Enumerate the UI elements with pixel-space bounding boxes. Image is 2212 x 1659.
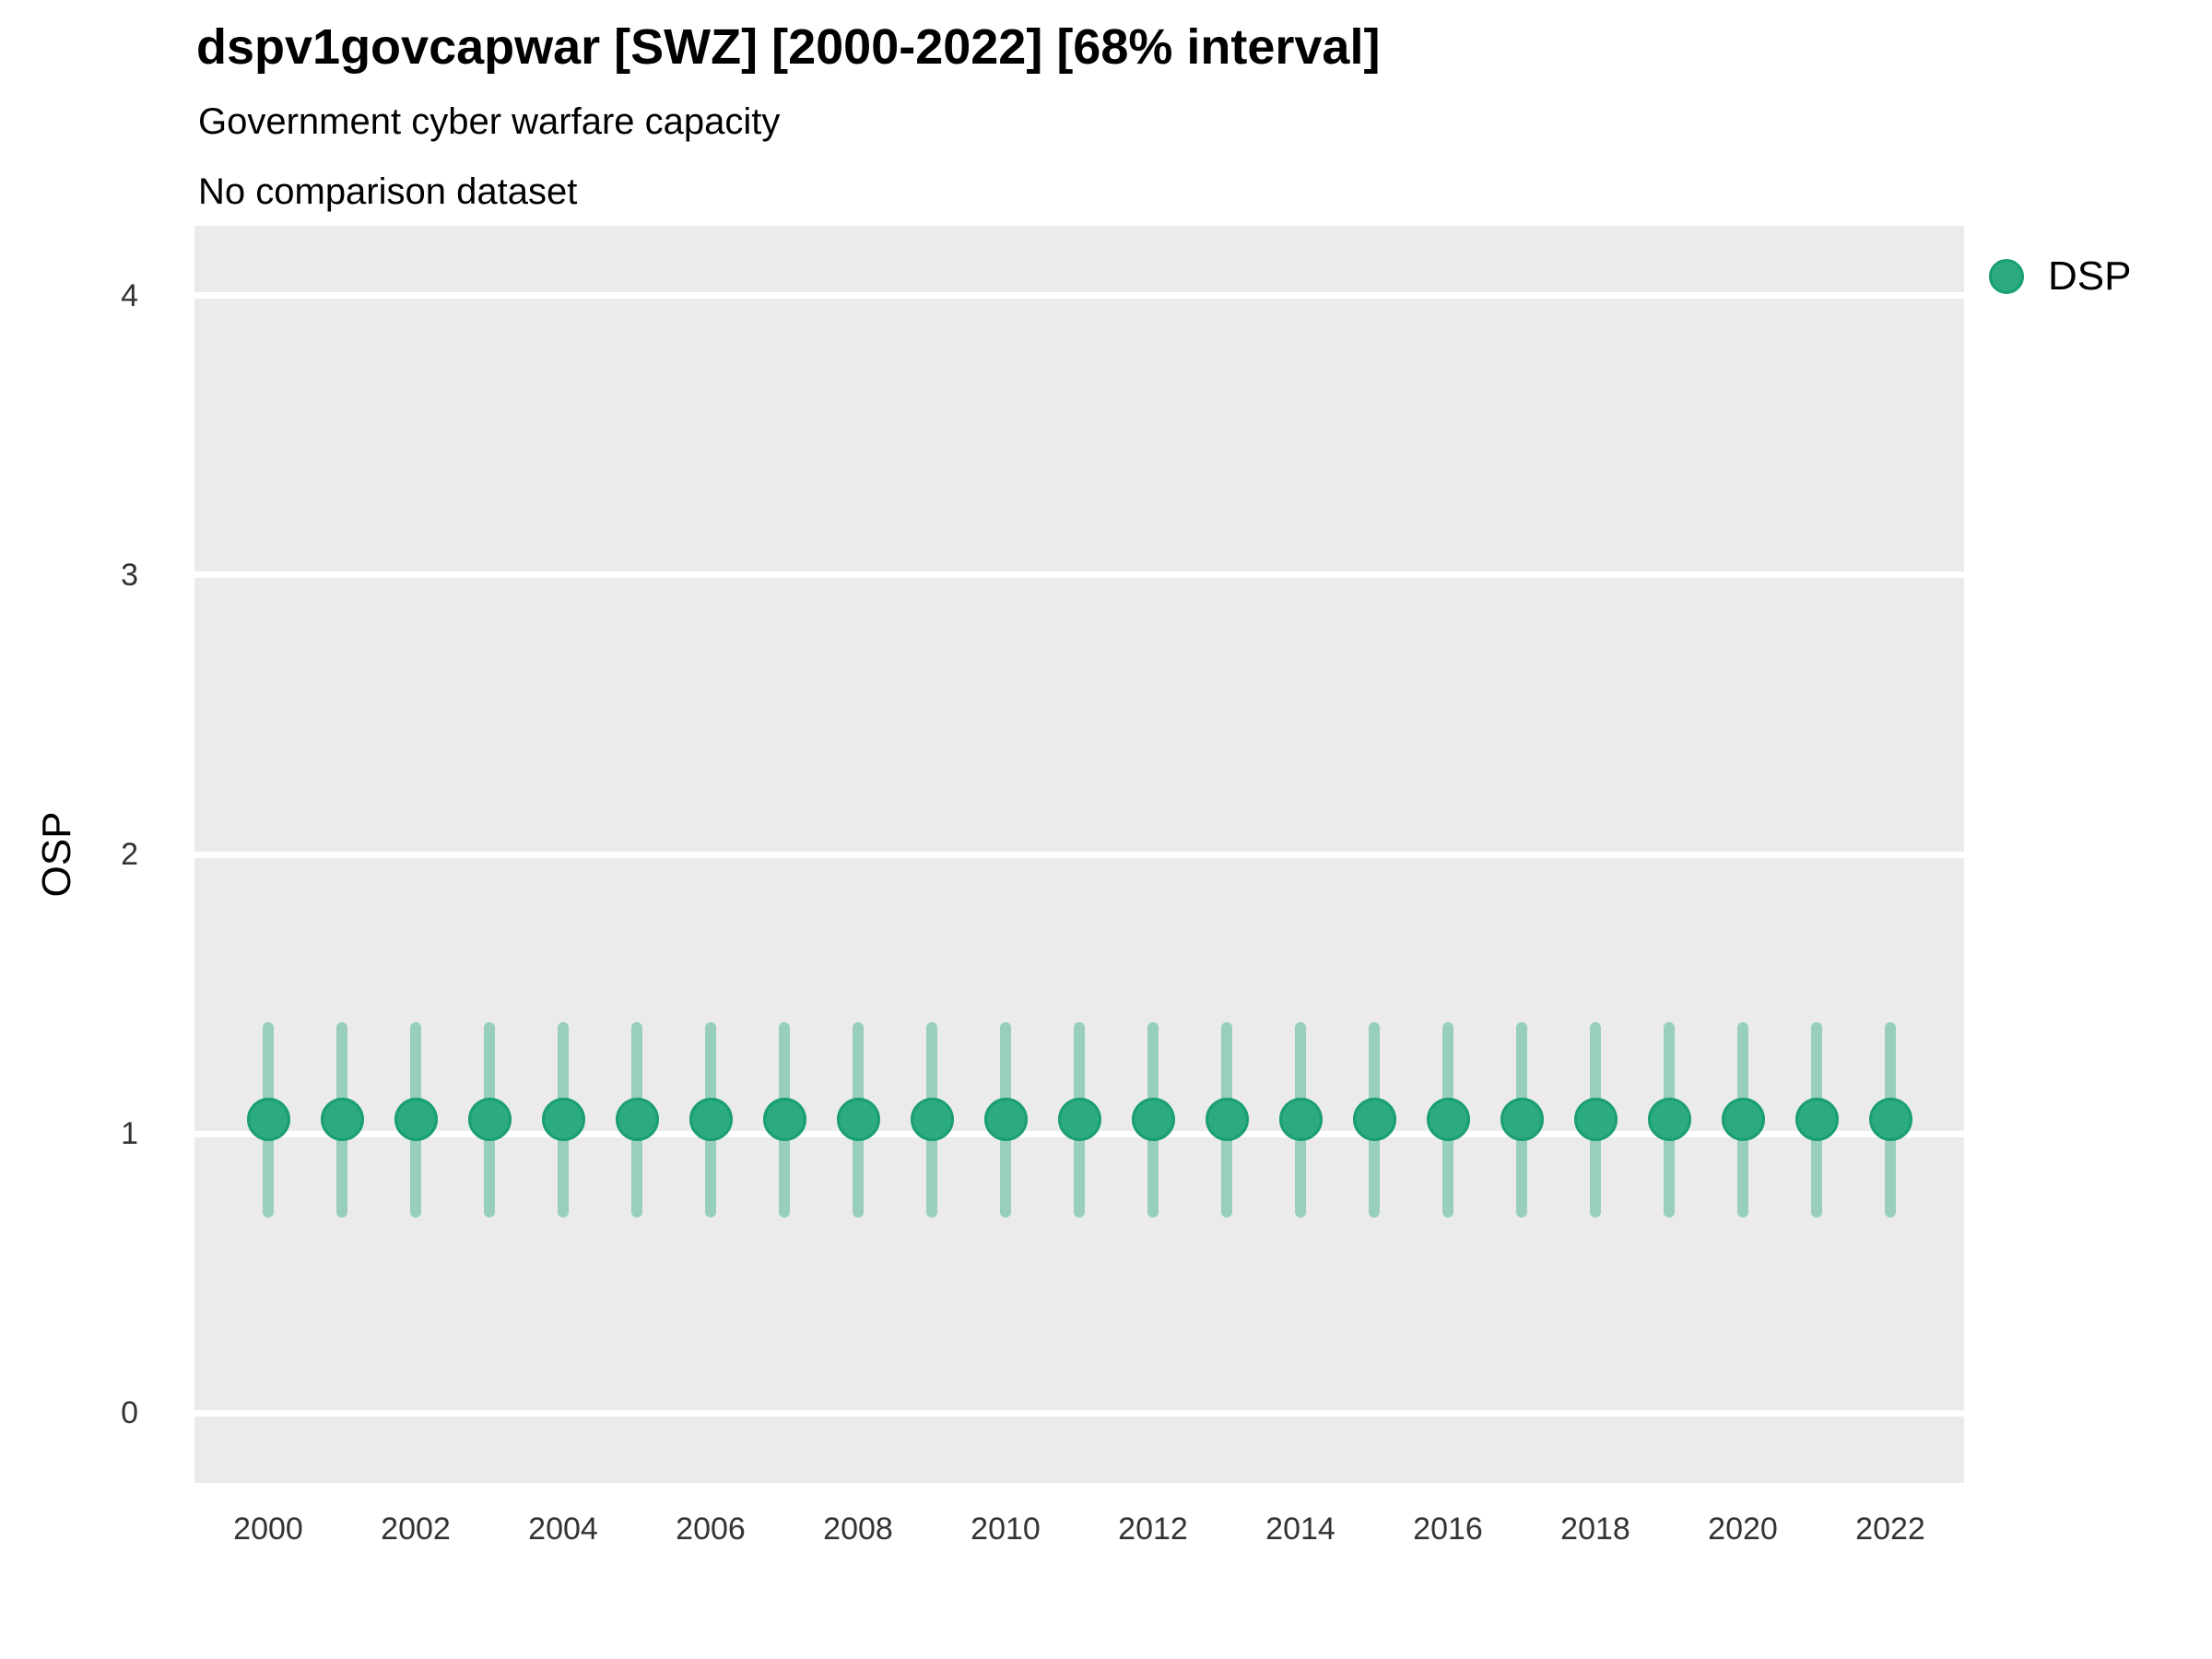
chart-subtitle: Government cyber warfare capacity	[198, 101, 781, 142]
y-tick-label: 3	[121, 557, 138, 593]
data-point	[1131, 1098, 1175, 1142]
data-point	[910, 1098, 954, 1142]
data-point	[1352, 1098, 1396, 1142]
legend-label: DSP	[2048, 253, 2132, 299]
gridline-y-0	[194, 1409, 1964, 1417]
data-point	[762, 1098, 806, 1142]
data-point	[1868, 1098, 1912, 1142]
gridline-y-4	[194, 292, 1964, 300]
x-tick-label: 2014	[1265, 1512, 1335, 1547]
x-tick-label: 2006	[676, 1512, 746, 1547]
data-point	[320, 1098, 364, 1142]
chart-title: dspv1govcapwar [SWZ] [2000-2022] [68% in…	[196, 19, 1381, 75]
x-tick-label: 2018	[1560, 1512, 1630, 1547]
y-tick-label: 1	[121, 1116, 138, 1152]
data-point	[1278, 1098, 1323, 1142]
data-point	[1794, 1098, 1839, 1142]
data-point	[1057, 1098, 1101, 1142]
data-point	[983, 1098, 1028, 1142]
data-point	[246, 1098, 290, 1142]
gridline-y-2	[194, 851, 1964, 858]
plot-panel	[194, 226, 1964, 1483]
x-tick-label: 2000	[233, 1512, 303, 1547]
data-point	[1573, 1098, 1618, 1142]
data-point	[1205, 1098, 1249, 1142]
data-point	[1647, 1098, 1691, 1142]
data-point	[467, 1098, 512, 1142]
x-tick-label: 2022	[1855, 1512, 1925, 1547]
y-tick-label: 2	[121, 837, 138, 872]
legend: DSP	[1989, 253, 2132, 299]
data-point	[394, 1098, 438, 1142]
x-tick-label: 2002	[381, 1512, 451, 1547]
data-point	[615, 1098, 659, 1142]
x-tick-label: 2008	[823, 1512, 893, 1547]
gridline-y-3	[194, 571, 1964, 579]
data-point	[1721, 1098, 1765, 1142]
data-point	[1426, 1098, 1470, 1142]
x-tick-label: 2012	[1118, 1512, 1188, 1547]
x-tick-label: 2020	[1708, 1512, 1778, 1547]
x-tick-label: 2010	[971, 1512, 1041, 1547]
data-point	[541, 1098, 585, 1142]
data-point	[1500, 1098, 1544, 1142]
data-point	[836, 1098, 880, 1142]
data-point	[688, 1098, 733, 1142]
y-tick-label: 0	[121, 1395, 138, 1431]
x-tick-label: 2004	[528, 1512, 598, 1547]
legend-circle-icon	[1989, 259, 2024, 294]
x-tick-label: 2016	[1413, 1512, 1483, 1547]
chart-note: No comparison dataset	[198, 171, 578, 212]
y-tick-label: 4	[121, 277, 138, 313]
